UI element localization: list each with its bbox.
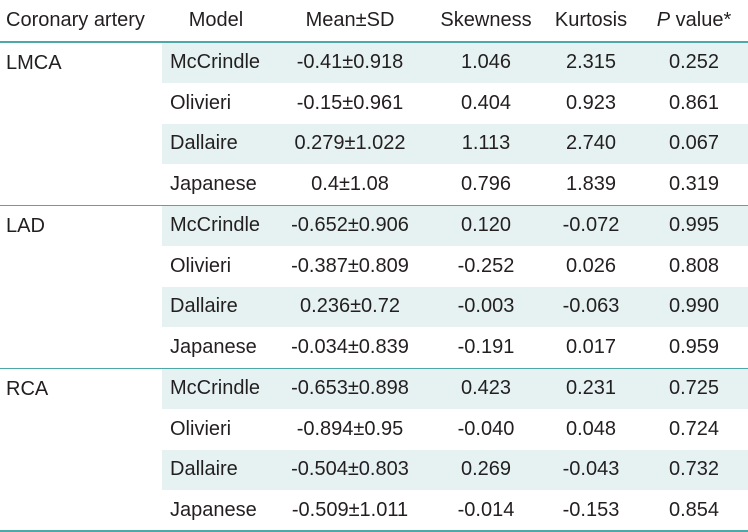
mean-sd-cell: -0.894±0.95 bbox=[296, 417, 404, 440]
table-row: Japanese 0.4±1.08 0.796 1.839 0.319 bbox=[0, 164, 748, 205]
model-cell: McCrindle bbox=[162, 204, 270, 246]
table-row: Olivieri -0.387±0.809 -0.252 0.026 0.808 bbox=[0, 246, 748, 287]
table-row: Olivieri -0.894±0.95 -0.040 0.048 0.724 bbox=[0, 409, 748, 450]
skewness-cell: 0.404 bbox=[460, 91, 512, 114]
header-p-value: P value* bbox=[640, 0, 748, 42]
kurtosis-cell: 0.923 bbox=[565, 91, 617, 114]
p-value-cell: 0.861 bbox=[668, 91, 720, 114]
coronary-artery-cell: LAD bbox=[0, 204, 162, 368]
table-row: LMCA McCrindle -0.41±0.918 1.046 2.315 0.252 bbox=[0, 42, 748, 205]
model-cell: Japanese bbox=[170, 335, 257, 358]
mean-sd-cell: 0.279±1.022 bbox=[294, 132, 406, 155]
table-body: LMCA McCrindle -0.41±0.918 1.046 2.315 0.252 O… bbox=[0, 42, 748, 532]
mean-sd-cell: -0.509±1.011 bbox=[270, 490, 430, 532]
skewness-cell: 0.120 bbox=[430, 204, 542, 246]
kurtosis-cell: -0.072 bbox=[542, 204, 640, 246]
model-cell: Dallaire bbox=[170, 458, 238, 481]
p-value-cell: 0.319 bbox=[668, 172, 720, 195]
header-coronary-artery: Coronary artery bbox=[6, 9, 145, 31]
model-cell: McCrindle bbox=[170, 51, 261, 74]
coronary-artery-cell: LMCA bbox=[0, 42, 162, 205]
kurtosis-cell: -0.043 bbox=[562, 458, 620, 481]
header-row: Coronary artery Model Mean±SD Skewness K… bbox=[0, 0, 748, 42]
skewness-cell: -0.252 bbox=[457, 254, 515, 277]
mean-sd-cell: -0.652±0.906 bbox=[270, 204, 430, 246]
kurtosis-cell: 0.048 bbox=[565, 417, 617, 440]
p-value-cell: 0.808 bbox=[668, 254, 720, 277]
skewness-cell: -0.003 bbox=[457, 295, 515, 318]
p-value-cell: 0.724 bbox=[668, 417, 720, 440]
table-row: LAD McCrindle -0.652±0.906 0.120 -0.072 0.995 bbox=[0, 204, 748, 368]
p-value-cell: 0.990 bbox=[668, 295, 720, 318]
header-model: Model bbox=[188, 9, 244, 31]
table-row: Japanese -0.034±0.839 -0.191 0.017 0.959 bbox=[0, 327, 748, 368]
model-cell: Olivieri bbox=[170, 91, 232, 114]
header-p-rest: value* bbox=[670, 9, 732, 31]
kurtosis-cell: -0.153 bbox=[542, 490, 640, 532]
coronary-artery-cell: RCA bbox=[0, 367, 162, 532]
kurtosis-cell: 0.026 bbox=[565, 254, 617, 277]
model-cell: Olivieri bbox=[170, 254, 232, 277]
table-row: Olivieri -0.15±0.961 0.404 0.923 0.861 bbox=[0, 83, 748, 124]
p-value-cell: 0.067 bbox=[668, 132, 720, 155]
kurtosis-cell: 1.839 bbox=[565, 172, 617, 195]
p-value-cell: 0.959 bbox=[668, 335, 720, 358]
kurtosis-cell: 2.740 bbox=[565, 132, 617, 155]
mean-sd-cell: -0.504±0.803 bbox=[291, 458, 409, 481]
kurtosis-cell: 2.315 bbox=[565, 51, 617, 74]
skewness-cell: -0.014 bbox=[430, 490, 542, 532]
skewness-cell: 0.796 bbox=[460, 172, 512, 195]
kurtosis-cell: 0.017 bbox=[565, 335, 617, 358]
model-cell: Japanese bbox=[170, 172, 257, 195]
table-row: RCA McCrindle -0.653±0.898 0.423 0.231 0.725 bbox=[0, 367, 748, 532]
table-row: Japanese -0.509±1.011 -0.014 -0.153 0.854 bbox=[0, 490, 748, 532]
mean-sd-cell: -0.034±0.839 bbox=[291, 335, 409, 358]
mean-sd-cell: 0.4±1.08 bbox=[311, 172, 389, 195]
p-value-cell: 0.995 bbox=[640, 204, 748, 246]
header-p-letter: P bbox=[656, 9, 671, 31]
mean-sd-cell: -0.387±0.809 bbox=[291, 254, 409, 277]
model-cell: Olivieri bbox=[170, 417, 232, 440]
header-mean-sd: Mean±SD bbox=[305, 9, 395, 31]
model-cell: McCrindle bbox=[162, 367, 270, 409]
p-value-cell: 0.252 bbox=[668, 51, 720, 74]
skewness-cell: 0.269 bbox=[460, 458, 512, 481]
model-cell: Japanese bbox=[162, 490, 270, 532]
p-value-cell: 0.732 bbox=[668, 458, 720, 481]
mean-sd-cell: -0.15±0.961 bbox=[296, 91, 404, 114]
mean-sd-cell: -0.653±0.898 bbox=[270, 367, 430, 409]
skewness-cell: -0.040 bbox=[457, 417, 515, 440]
mean-sd-cell: 0.236±0.72 bbox=[300, 295, 400, 318]
kurtosis-cell: -0.063 bbox=[562, 295, 620, 318]
header-kurtosis: Kurtosis bbox=[554, 9, 628, 31]
mean-sd-cell: -0.41±0.918 bbox=[296, 51, 404, 74]
skewness-cell: 1.113 bbox=[461, 132, 511, 155]
model-cell: Dallaire bbox=[170, 295, 238, 318]
skewness-cell: 1.046 bbox=[460, 51, 512, 74]
p-value-cell: 0.854 bbox=[640, 490, 748, 532]
header-skewness: Skewness bbox=[440, 9, 532, 31]
model-cell: Dallaire bbox=[170, 132, 238, 155]
skewness-cell: -0.191 bbox=[457, 335, 515, 358]
p-value-cell: 0.725 bbox=[640, 367, 748, 409]
kurtosis-cell: 0.231 bbox=[542, 367, 640, 409]
skewness-cell: 0.423 bbox=[430, 367, 542, 409]
